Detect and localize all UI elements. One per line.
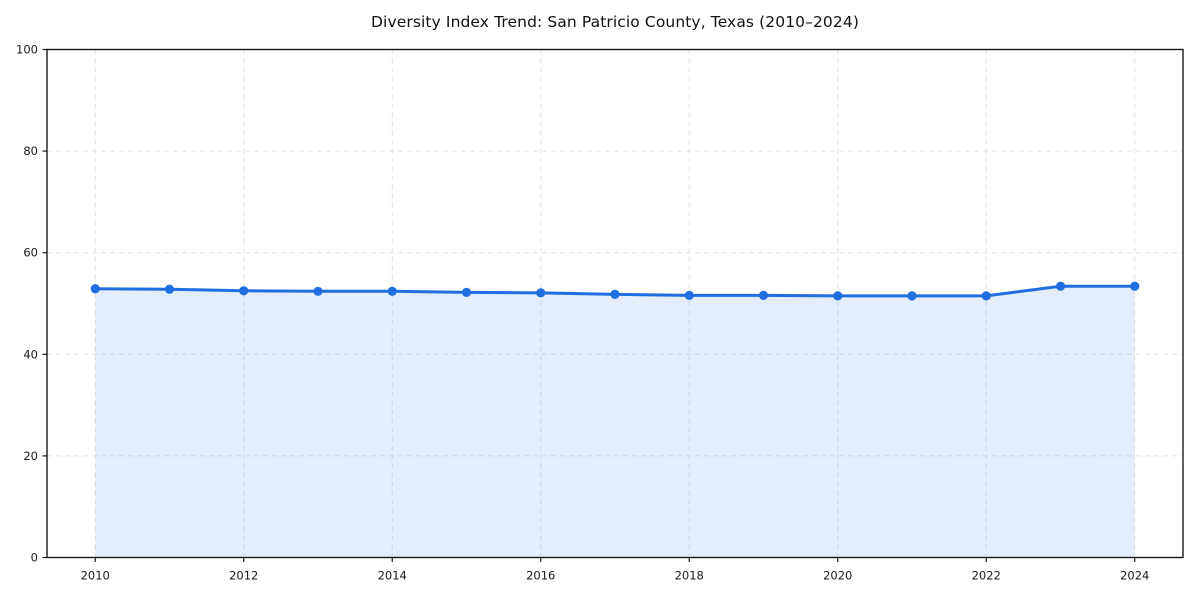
data-point <box>90 284 100 294</box>
y-tick-label: 80 <box>23 144 38 158</box>
data-point <box>1130 281 1140 291</box>
area-fill <box>95 286 1135 558</box>
data-point <box>536 288 546 298</box>
data-point <box>387 286 397 296</box>
y-tick-label: 60 <box>23 246 38 260</box>
x-tick-label: 2022 <box>972 569 1001 583</box>
data-point <box>313 286 323 296</box>
x-tick-label: 2012 <box>229 569 258 583</box>
y-tick-label: 100 <box>16 43 38 57</box>
data-point <box>1055 281 1066 291</box>
y-tick-label: 0 <box>31 551 38 565</box>
y-tick-label: 40 <box>23 347 38 361</box>
x-tick-label: 2014 <box>378 569 407 583</box>
x-tick-label: 2018 <box>675 569 704 583</box>
data-point <box>684 290 694 300</box>
chart-title: Diversity Index Trend: San Patricio Coun… <box>371 13 859 31</box>
plot-border <box>46 48 1184 559</box>
x-tick-label: 2020 <box>823 569 852 583</box>
data-point <box>461 287 472 297</box>
data-point <box>610 289 620 299</box>
y-tick-label: 20 <box>23 449 38 463</box>
x-tick-label: 2024 <box>1120 569 1149 583</box>
data-point <box>833 291 843 301</box>
data-point <box>981 291 991 301</box>
x-tick-label: 2010 <box>81 569 110 583</box>
data-point <box>758 290 769 300</box>
data-point <box>239 286 249 296</box>
data-point <box>907 291 917 301</box>
data-point <box>164 284 175 294</box>
x-tick-label: 2016 <box>526 569 555 583</box>
